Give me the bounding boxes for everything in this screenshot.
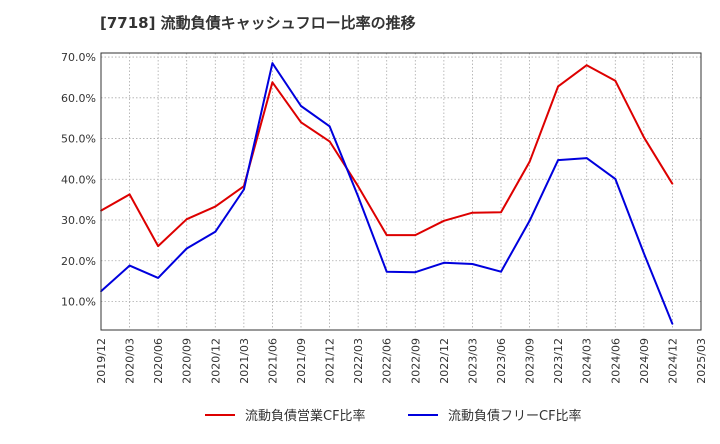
- data-point: [528, 160, 531, 163]
- x-tick-label: 2020/09: [181, 338, 194, 384]
- x-tick-label: 2024/03: [581, 338, 594, 384]
- data-point: [271, 81, 274, 84]
- x-tick-label: 2022/03: [352, 338, 365, 384]
- data-point: [385, 234, 388, 236]
- x-tick-label: 2024/09: [638, 338, 651, 384]
- y-axis: 10.0% 20.0% 30.0% 40.0% 50.0% 60.0% 70.0%: [61, 51, 96, 308]
- x-tick-label: 2023/09: [524, 338, 537, 384]
- data-point: [471, 211, 474, 214]
- data-point: [442, 219, 445, 222]
- x-tick-label: 2021/03: [238, 338, 251, 384]
- data-point: [157, 245, 160, 247]
- data-point: [471, 263, 474, 265]
- data-point: [557, 85, 560, 88]
- x-tick-label: 2021/06: [266, 338, 279, 384]
- data-point: [214, 205, 217, 208]
- data-point: [442, 261, 445, 264]
- data-point: [585, 64, 588, 67]
- x-tick-label: 2020/03: [124, 338, 137, 384]
- data-point: [357, 185, 360, 188]
- x-tick-label: 2023/12: [552, 338, 565, 384]
- x-tick-label: 2022/09: [409, 338, 422, 384]
- data-point: [185, 218, 188, 221]
- data-point: [328, 140, 331, 143]
- data-point: [500, 270, 502, 273]
- data-point: [128, 264, 131, 267]
- x-tick-label: 2019/12: [95, 338, 108, 384]
- data-point: [328, 125, 331, 128]
- y-tick-label: 20.0%: [61, 255, 96, 268]
- x-tick-label: 2020/06: [152, 338, 165, 384]
- grid-layer: [100, 53, 702, 330]
- legend-label: 流動負債フリーCF比率: [448, 408, 582, 424]
- data-point: [271, 62, 274, 65]
- chart-title: [7718] 流動負債キャッシュフロー比率の推移: [100, 14, 416, 32]
- data-point: [671, 182, 674, 185]
- data-point: [642, 252, 645, 255]
- legend-item: 流動負債営業CF比率: [205, 408, 366, 424]
- data-point: [157, 276, 160, 279]
- data-point: [300, 105, 302, 107]
- y-tick-label: 60.0%: [61, 92, 96, 105]
- x-tick-label: 2024/06: [609, 338, 622, 384]
- data-point: [614, 177, 617, 180]
- data-point: [185, 247, 188, 250]
- data-point: [557, 159, 560, 162]
- y-tick-label: 10.0%: [61, 295, 96, 308]
- y-tick-label: 50.0%: [61, 133, 96, 146]
- x-tick-label: 2020/12: [209, 338, 222, 384]
- data-point: [614, 79, 617, 82]
- data-point: [585, 157, 588, 159]
- data-point: [214, 230, 217, 233]
- data-point: [385, 270, 388, 273]
- data-point: [500, 211, 502, 214]
- x-tick-label: 2021/09: [295, 338, 308, 384]
- data-point: [671, 322, 674, 325]
- data-point: [414, 271, 417, 274]
- legend-item: 流動負債フリーCF比率: [408, 408, 582, 424]
- data-point: [642, 136, 645, 139]
- x-tick-label: 2023/03: [466, 338, 479, 384]
- x-tick-label: 2023/06: [495, 338, 508, 384]
- data-point: [128, 193, 131, 196]
- series-layer: [100, 62, 674, 325]
- x-tick-label: 2022/06: [381, 338, 394, 384]
- series-1: [100, 64, 674, 248]
- x-axis: 2019/12 2020/03 2020/06 2020/09 2020/12 2021/…: [95, 338, 708, 384]
- y-tick-label: 30.0%: [61, 214, 96, 227]
- legend: 流動負債営業CF比率 流動負債フリーCF比率: [205, 408, 582, 424]
- legend-label: 流動負債営業CF比率: [245, 408, 366, 424]
- plot-frame: [100, 52, 702, 331]
- data-point: [300, 121, 302, 124]
- x-tick-label: 2022/12: [438, 338, 451, 384]
- x-tick-label: 2021/12: [324, 338, 337, 384]
- y-tick-label: 70.0%: [61, 51, 96, 64]
- x-tick-label: 2024/12: [666, 338, 679, 384]
- data-point: [414, 234, 417, 236]
- y-tick-label: 40.0%: [61, 173, 96, 186]
- data-point: [357, 195, 360, 198]
- data-point: [528, 219, 531, 222]
- data-point: [242, 188, 245, 191]
- x-tick-label: 2025/03: [695, 338, 708, 384]
